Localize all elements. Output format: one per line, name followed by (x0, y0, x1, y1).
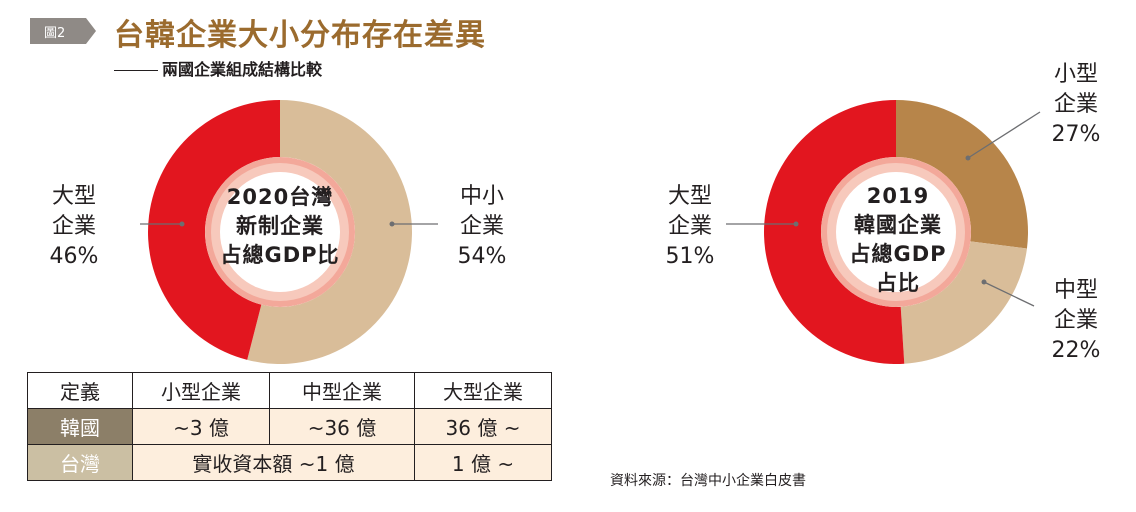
donut-slice-0-0 (247, 100, 413, 364)
donut-slice-1-0 (896, 100, 1028, 249)
donut-center-0 (220, 172, 340, 292)
kr-large-label-line2: 企業 (667, 214, 712, 239)
tw-large-label-line2: 企業 (51, 214, 96, 239)
page-subtitle: 兩國企業組成結構比較 (114, 56, 322, 80)
table-header-cell: 小型企業 (132, 372, 270, 409)
table-cell: 實收資本額 ~1 億 (132, 444, 415, 481)
leader-dot-1-0 (965, 155, 971, 161)
kr-center-line2: 韓國企業 (854, 213, 942, 237)
table-cell: 1 億 ~ (414, 444, 552, 481)
kr-small-label: 小型 企業 27% (1040, 60, 1112, 150)
table-row-label: 台灣 (27, 444, 133, 481)
page-title: 台韓企業大小分布存在差異 (114, 18, 486, 53)
kr-center-line1: 2019 (866, 184, 930, 208)
table-cell: ~3 億 (132, 408, 270, 445)
donut-slice-1-2 (764, 100, 905, 364)
tw-center-line2: 新制企業 (236, 214, 324, 238)
leader-dot-0-1 (179, 221, 185, 227)
figure-badge: 圖2 (30, 18, 96, 44)
table-header-cell: 中型企業 (269, 372, 415, 409)
donut-slice-1-1 (900, 241, 1027, 364)
tw-large-label-line1: 大型 (51, 184, 96, 209)
kr-large-label: 大型 企業 51% (654, 182, 726, 272)
table-header-cell: 大型企業 (414, 372, 552, 409)
kr-large-label-line1: 大型 (667, 184, 712, 209)
kr-small-value: 27% (1051, 122, 1101, 147)
kr-medium-value: 22% (1051, 338, 1101, 363)
tw-sme-label-line1: 中小 (459, 184, 504, 209)
donut-center-1 (836, 172, 956, 292)
donut-slice-0-1 (148, 100, 280, 360)
badge-label: 圖2 (44, 26, 66, 41)
badge-shape (30, 18, 96, 44)
kr-medium-label-line1: 中型 (1053, 278, 1098, 303)
table-cell: 36 億 ~ (414, 408, 552, 445)
kr-center-line4: 占比 (876, 271, 920, 295)
leader-line-1-1 (983, 281, 1035, 307)
table-row-label: 韓國 (27, 408, 133, 445)
subtitle-dash (114, 70, 158, 71)
leader-dot-0-0 (389, 221, 395, 227)
kr-large-value: 51% (665, 244, 715, 269)
source-note: 資料來源：台灣中小企業白皮書 (610, 473, 806, 489)
tw-center-label: 2020台灣 新制企業 占總GDP比 (200, 183, 360, 270)
tw-sme-label-line2: 企業 (459, 214, 504, 239)
kr-center-label: 2019 韓國企業 占總GDP 占比 (818, 182, 978, 298)
tw-center-line1: 2020台灣 (226, 185, 334, 209)
kr-small-label-line2: 企業 (1053, 92, 1098, 117)
leader-dot-1-2 (793, 221, 799, 227)
table-header-cell: 定義 (27, 372, 133, 409)
tw-center-line3: 占總GDP比 (220, 243, 340, 267)
table-row: 韓國 ~3 億 ~36 億 36 億 ~ (27, 408, 552, 445)
leader-dot-1-1 (981, 279, 987, 285)
tw-large-value: 46% (49, 244, 99, 269)
tw-large-label: 大型 企業 46% (38, 182, 110, 272)
kr-small-label-line1: 小型 (1053, 62, 1098, 87)
definition-table: 定義 小型企業 中型企業 大型企業 韓國 ~3 億 ~36 億 36 億 ~ 台… (27, 372, 552, 481)
leader-line-1-0 (967, 111, 1041, 159)
kr-medium-label-line2: 企業 (1053, 308, 1098, 333)
tw-sme-value: 54% (457, 244, 507, 269)
kr-medium-label: 中型 企業 22% (1040, 276, 1112, 366)
table-row: 台灣 實收資本額 ~1 億 1 億 ~ (27, 444, 552, 481)
kr-center-line3: 占總GDP (849, 242, 947, 266)
table-header-row: 定義 小型企業 中型企業 大型企業 (27, 372, 552, 409)
tw-sme-label: 中小 企業 54% (446, 182, 518, 272)
subtitle-text: 兩國企業組成結構比較 (162, 60, 323, 79)
table-cell: ~36 億 (269, 408, 415, 445)
